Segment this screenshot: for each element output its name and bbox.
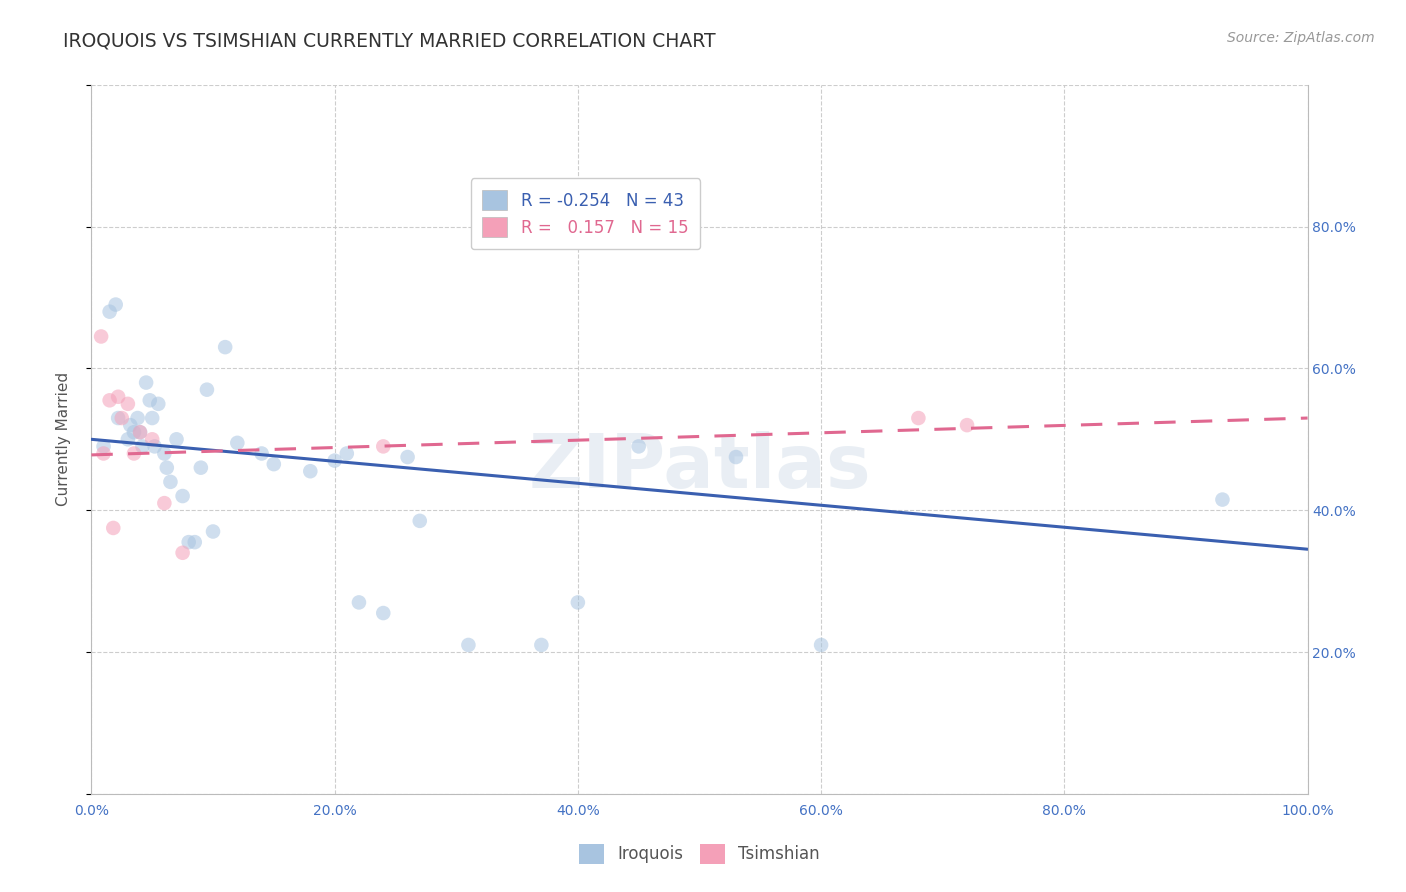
Point (159, 475, 181, 489)
Point (153, 446, 176, 460)
Point (103, 521, 125, 535)
Point (131, 439, 153, 453)
Point (627, 439, 650, 453)
Point (567, 595, 589, 609)
Point (98, 304, 121, 318)
Text: Source: ZipAtlas.com: Source: ZipAtlas.com (1227, 31, 1375, 45)
Point (409, 514, 432, 528)
Point (172, 489, 194, 503)
Point (250, 446, 273, 460)
Point (122, 425, 145, 440)
Point (117, 433, 139, 447)
Point (107, 411, 129, 425)
Text: IROQUOIS VS TSIMSHIAN CURRENTLY MARRIED CORRELATION CHART: IROQUOIS VS TSIMSHIAN CURRENTLY MARRIED … (63, 31, 716, 50)
Point (129, 425, 152, 440)
Point (724, 450, 747, 464)
Point (172, 546, 194, 560)
Point (907, 411, 929, 425)
Point (93, 446, 115, 460)
Point (457, 638, 479, 652)
Point (190, 460, 212, 475)
Point (956, 418, 979, 433)
Legend: Iroquois, Tsimshian: Iroquois, Tsimshian (572, 837, 827, 871)
Point (195, 383, 218, 397)
Point (347, 595, 370, 609)
Point (141, 433, 163, 447)
Point (139, 393, 162, 408)
Y-axis label: Currently Married: Currently Married (56, 372, 70, 507)
Point (184, 535, 207, 549)
Point (177, 535, 200, 549)
Point (373, 439, 395, 453)
Point (323, 453, 346, 467)
Point (373, 606, 395, 620)
Point (336, 446, 359, 460)
Point (263, 457, 285, 471)
Point (1211, 492, 1233, 507)
Point (122, 446, 145, 460)
Point (166, 433, 188, 447)
Point (117, 397, 139, 411)
Point (111, 411, 134, 425)
Point (129, 425, 152, 440)
Point (214, 340, 236, 354)
Point (93, 439, 115, 453)
Point (90, 329, 112, 343)
Point (530, 638, 553, 652)
Point (98, 393, 121, 408)
Point (143, 439, 166, 453)
Point (810, 638, 832, 652)
Point (148, 397, 170, 411)
Point (141, 411, 163, 425)
Point (120, 418, 142, 433)
Point (153, 496, 176, 510)
Point (135, 376, 157, 390)
Point (299, 464, 322, 478)
Text: ZIPatlas: ZIPatlas (529, 431, 870, 504)
Point (226, 435, 249, 450)
Point (156, 460, 179, 475)
Point (107, 390, 129, 404)
Point (127, 411, 149, 425)
Point (202, 524, 225, 539)
Point (396, 450, 419, 464)
Point (104, 297, 127, 311)
